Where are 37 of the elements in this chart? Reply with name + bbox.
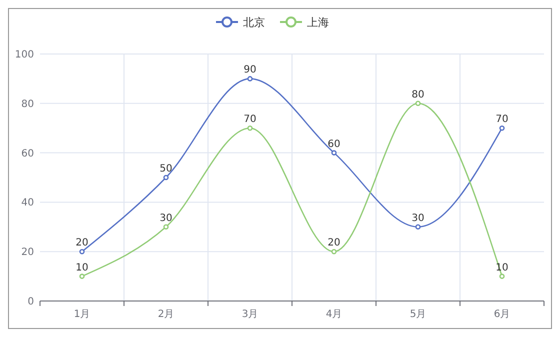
data-label: 70 bbox=[496, 114, 508, 126]
x-tick-label: 3月 bbox=[242, 309, 258, 320]
point bbox=[247, 76, 253, 82]
data-label: 30 bbox=[412, 212, 424, 224]
x-tick-label: 6月 bbox=[494, 309, 510, 320]
data-label: 90 bbox=[244, 64, 256, 76]
y-tick-label: 60 bbox=[21, 148, 34, 160]
data-label: 30 bbox=[160, 212, 172, 224]
legend-label: 北京 bbox=[243, 16, 265, 29]
data-label: 50 bbox=[160, 164, 172, 174]
y-tick-label: 40 bbox=[21, 198, 34, 209]
data-label: 10 bbox=[76, 262, 88, 274]
data-label: 80 bbox=[412, 89, 424, 100]
point bbox=[331, 150, 337, 156]
data-label: 70 bbox=[244, 114, 256, 126]
point bbox=[247, 125, 253, 131]
point bbox=[415, 224, 421, 230]
x-tick-label: 4月 bbox=[326, 309, 342, 320]
x-tick-label: 1月 bbox=[74, 309, 90, 320]
x-tick-label: 2月 bbox=[158, 309, 174, 320]
point bbox=[331, 248, 337, 254]
legend-label: 上海 bbox=[307, 16, 329, 29]
y-tick-label: 80 bbox=[21, 98, 34, 110]
point bbox=[79, 274, 85, 279]
y-tick-label: 0 bbox=[28, 296, 34, 308]
point bbox=[415, 100, 421, 106]
point bbox=[499, 125, 505, 131]
point bbox=[163, 174, 169, 180]
point bbox=[499, 274, 505, 279]
point bbox=[79, 248, 85, 254]
point bbox=[163, 224, 169, 230]
x-tick-label: 5月 bbox=[410, 309, 426, 320]
y-tick-label: 20 bbox=[21, 247, 34, 258]
data-label: 60 bbox=[328, 138, 340, 150]
y-tick-label: 100 bbox=[14, 50, 34, 60]
data-label: 20 bbox=[76, 238, 88, 249]
data-label: 20 bbox=[328, 238, 340, 249]
